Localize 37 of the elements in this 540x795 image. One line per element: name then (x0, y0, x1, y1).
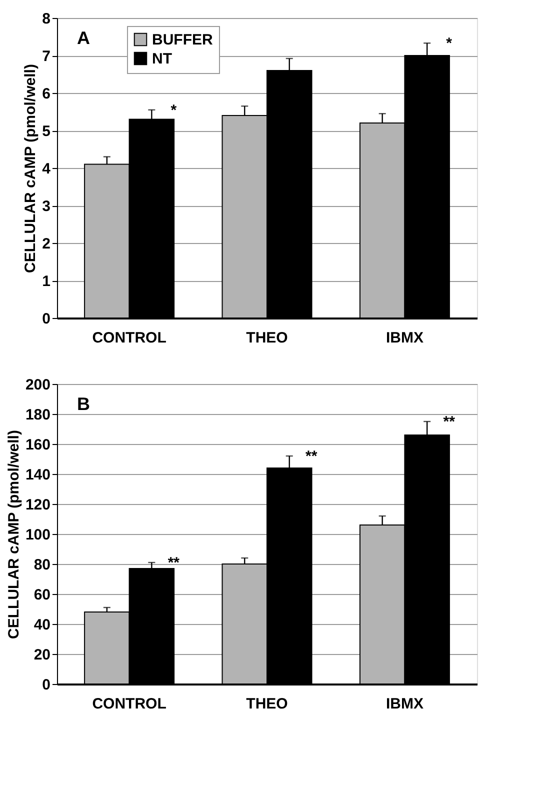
x-tick-label: CONTROL (92, 696, 166, 712)
y-tick-label: 6 (42, 86, 50, 102)
x-tick-label: THEO (246, 696, 288, 712)
y-tick-label: 120 (25, 496, 50, 514)
annotation: ** (443, 414, 456, 430)
y-tick-label: 8 (42, 10, 50, 28)
y-tick-label: 4 (42, 160, 52, 178)
y-tick-label: 0 (42, 676, 50, 694)
y-tick-label: 160 (25, 436, 50, 454)
y-tick-label: 0 (42, 310, 50, 328)
y-tick-label: 5 (42, 123, 50, 140)
y-tick-label: 20 (34, 646, 50, 664)
y-tick-label: 7 (42, 48, 50, 65)
annotation: * (446, 35, 452, 52)
annotation: ** (168, 554, 180, 572)
annotation: * (170, 102, 177, 119)
y-axis-title: CELLULAR cAMP (pmol/well) (22, 64, 40, 273)
annotation: A (77, 28, 90, 48)
y-tick-label: 3 (42, 198, 50, 215)
x-tick-label: CONTROL (92, 330, 166, 346)
y-tick-label: 2 (42, 236, 50, 252)
legend-label: NT (152, 50, 172, 68)
x-tick-label: IBMX (386, 696, 424, 712)
y-tick-label: 180 (25, 406, 50, 424)
y-tick-label: 200 (25, 376, 50, 394)
y-tick-label: 40 (34, 616, 50, 634)
x-tick-label: IBMX (386, 330, 424, 346)
y-tick-label: 100 (25, 526, 50, 544)
y-tick-label: 1 (42, 273, 50, 290)
y-tick-label: 140 (25, 466, 50, 484)
y-axis-title: CELLULAR cAMP (pmol/well) (5, 430, 22, 639)
annotation: B (77, 394, 90, 414)
x-tick-label: THEO (246, 330, 288, 346)
y-tick-label: 80 (34, 556, 50, 574)
y-tick-label: 60 (34, 586, 50, 604)
legend-label: BUFFER (152, 32, 213, 48)
annotation: ** (306, 448, 318, 465)
